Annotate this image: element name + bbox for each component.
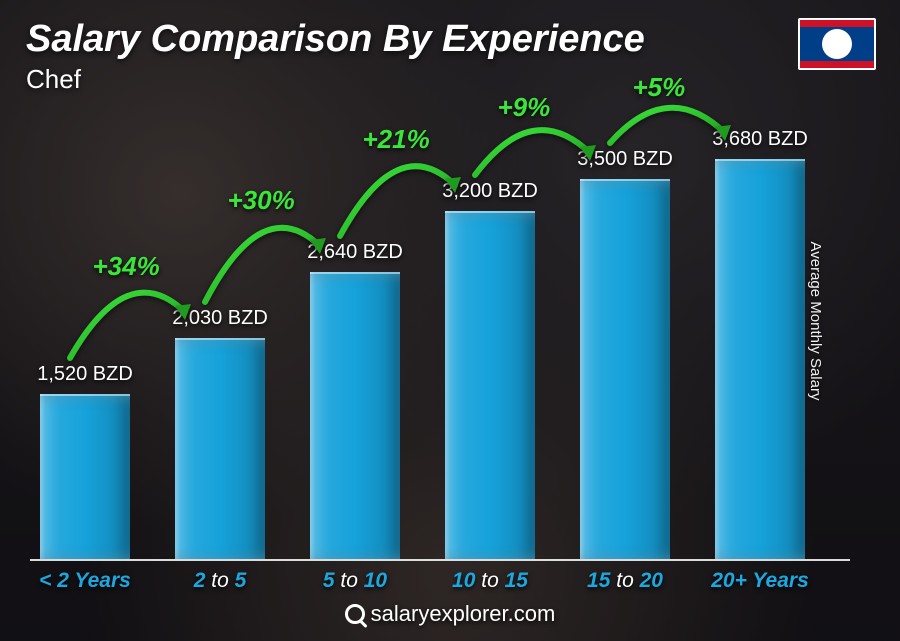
value-label: 2,030 BZD bbox=[172, 307, 268, 330]
bar bbox=[40, 394, 130, 559]
footer-text: salaryexplorer.com bbox=[371, 601, 556, 626]
pct-increase-label: +5% bbox=[633, 72, 686, 103]
bar bbox=[580, 179, 670, 559]
value-label: 1,520 BZD bbox=[37, 363, 133, 386]
category-label: 5 to 10 bbox=[323, 569, 387, 593]
bar-chart: 1,520 BZD< 2 Years2,030 BZD2 to 52,640 B… bbox=[30, 110, 850, 561]
bar-slot: 1,520 BZD< 2 Years bbox=[30, 108, 140, 559]
pct-increase-label: +30% bbox=[228, 185, 295, 216]
flag-emblem bbox=[822, 29, 852, 59]
bar-slot: 2,030 BZD2 to 5 bbox=[165, 108, 275, 559]
bar bbox=[310, 272, 400, 559]
bar-slot: 3,680 BZD20+ Years bbox=[705, 108, 815, 559]
pct-increase-label: +9% bbox=[498, 92, 551, 123]
bar bbox=[445, 211, 535, 559]
value-label: 3,200 BZD bbox=[442, 180, 538, 203]
flag-icon bbox=[798, 18, 876, 70]
infographic-stage: Salary Comparison By Experience Chef Ave… bbox=[0, 0, 900, 641]
pct-increase-label: +34% bbox=[93, 251, 160, 282]
bar-slot: 2,640 BZD5 to 10 bbox=[300, 108, 410, 559]
pct-increase-label: +21% bbox=[363, 124, 430, 155]
category-label: 15 to 20 bbox=[587, 569, 663, 593]
bar bbox=[715, 159, 805, 559]
value-label: 3,500 BZD bbox=[577, 148, 673, 171]
bar-slot: 3,500 BZD15 to 20 bbox=[570, 108, 680, 559]
footer-brand: salaryexplorer.com bbox=[0, 601, 900, 627]
search-icon bbox=[345, 604, 365, 624]
bar bbox=[175, 338, 265, 559]
value-label: 2,640 BZD bbox=[307, 241, 403, 264]
chart-subtitle: Chef bbox=[26, 64, 81, 95]
category-label: 20+ Years bbox=[711, 569, 809, 593]
chart-title: Salary Comparison By Experience bbox=[26, 18, 645, 61]
category-label: < 2 Years bbox=[39, 569, 131, 593]
category-label: 2 to 5 bbox=[194, 569, 247, 593]
category-label: 10 to 15 bbox=[452, 569, 528, 593]
bar-slot: 3,200 BZD10 to 15 bbox=[435, 108, 545, 559]
value-label: 3,680 BZD bbox=[712, 128, 808, 151]
